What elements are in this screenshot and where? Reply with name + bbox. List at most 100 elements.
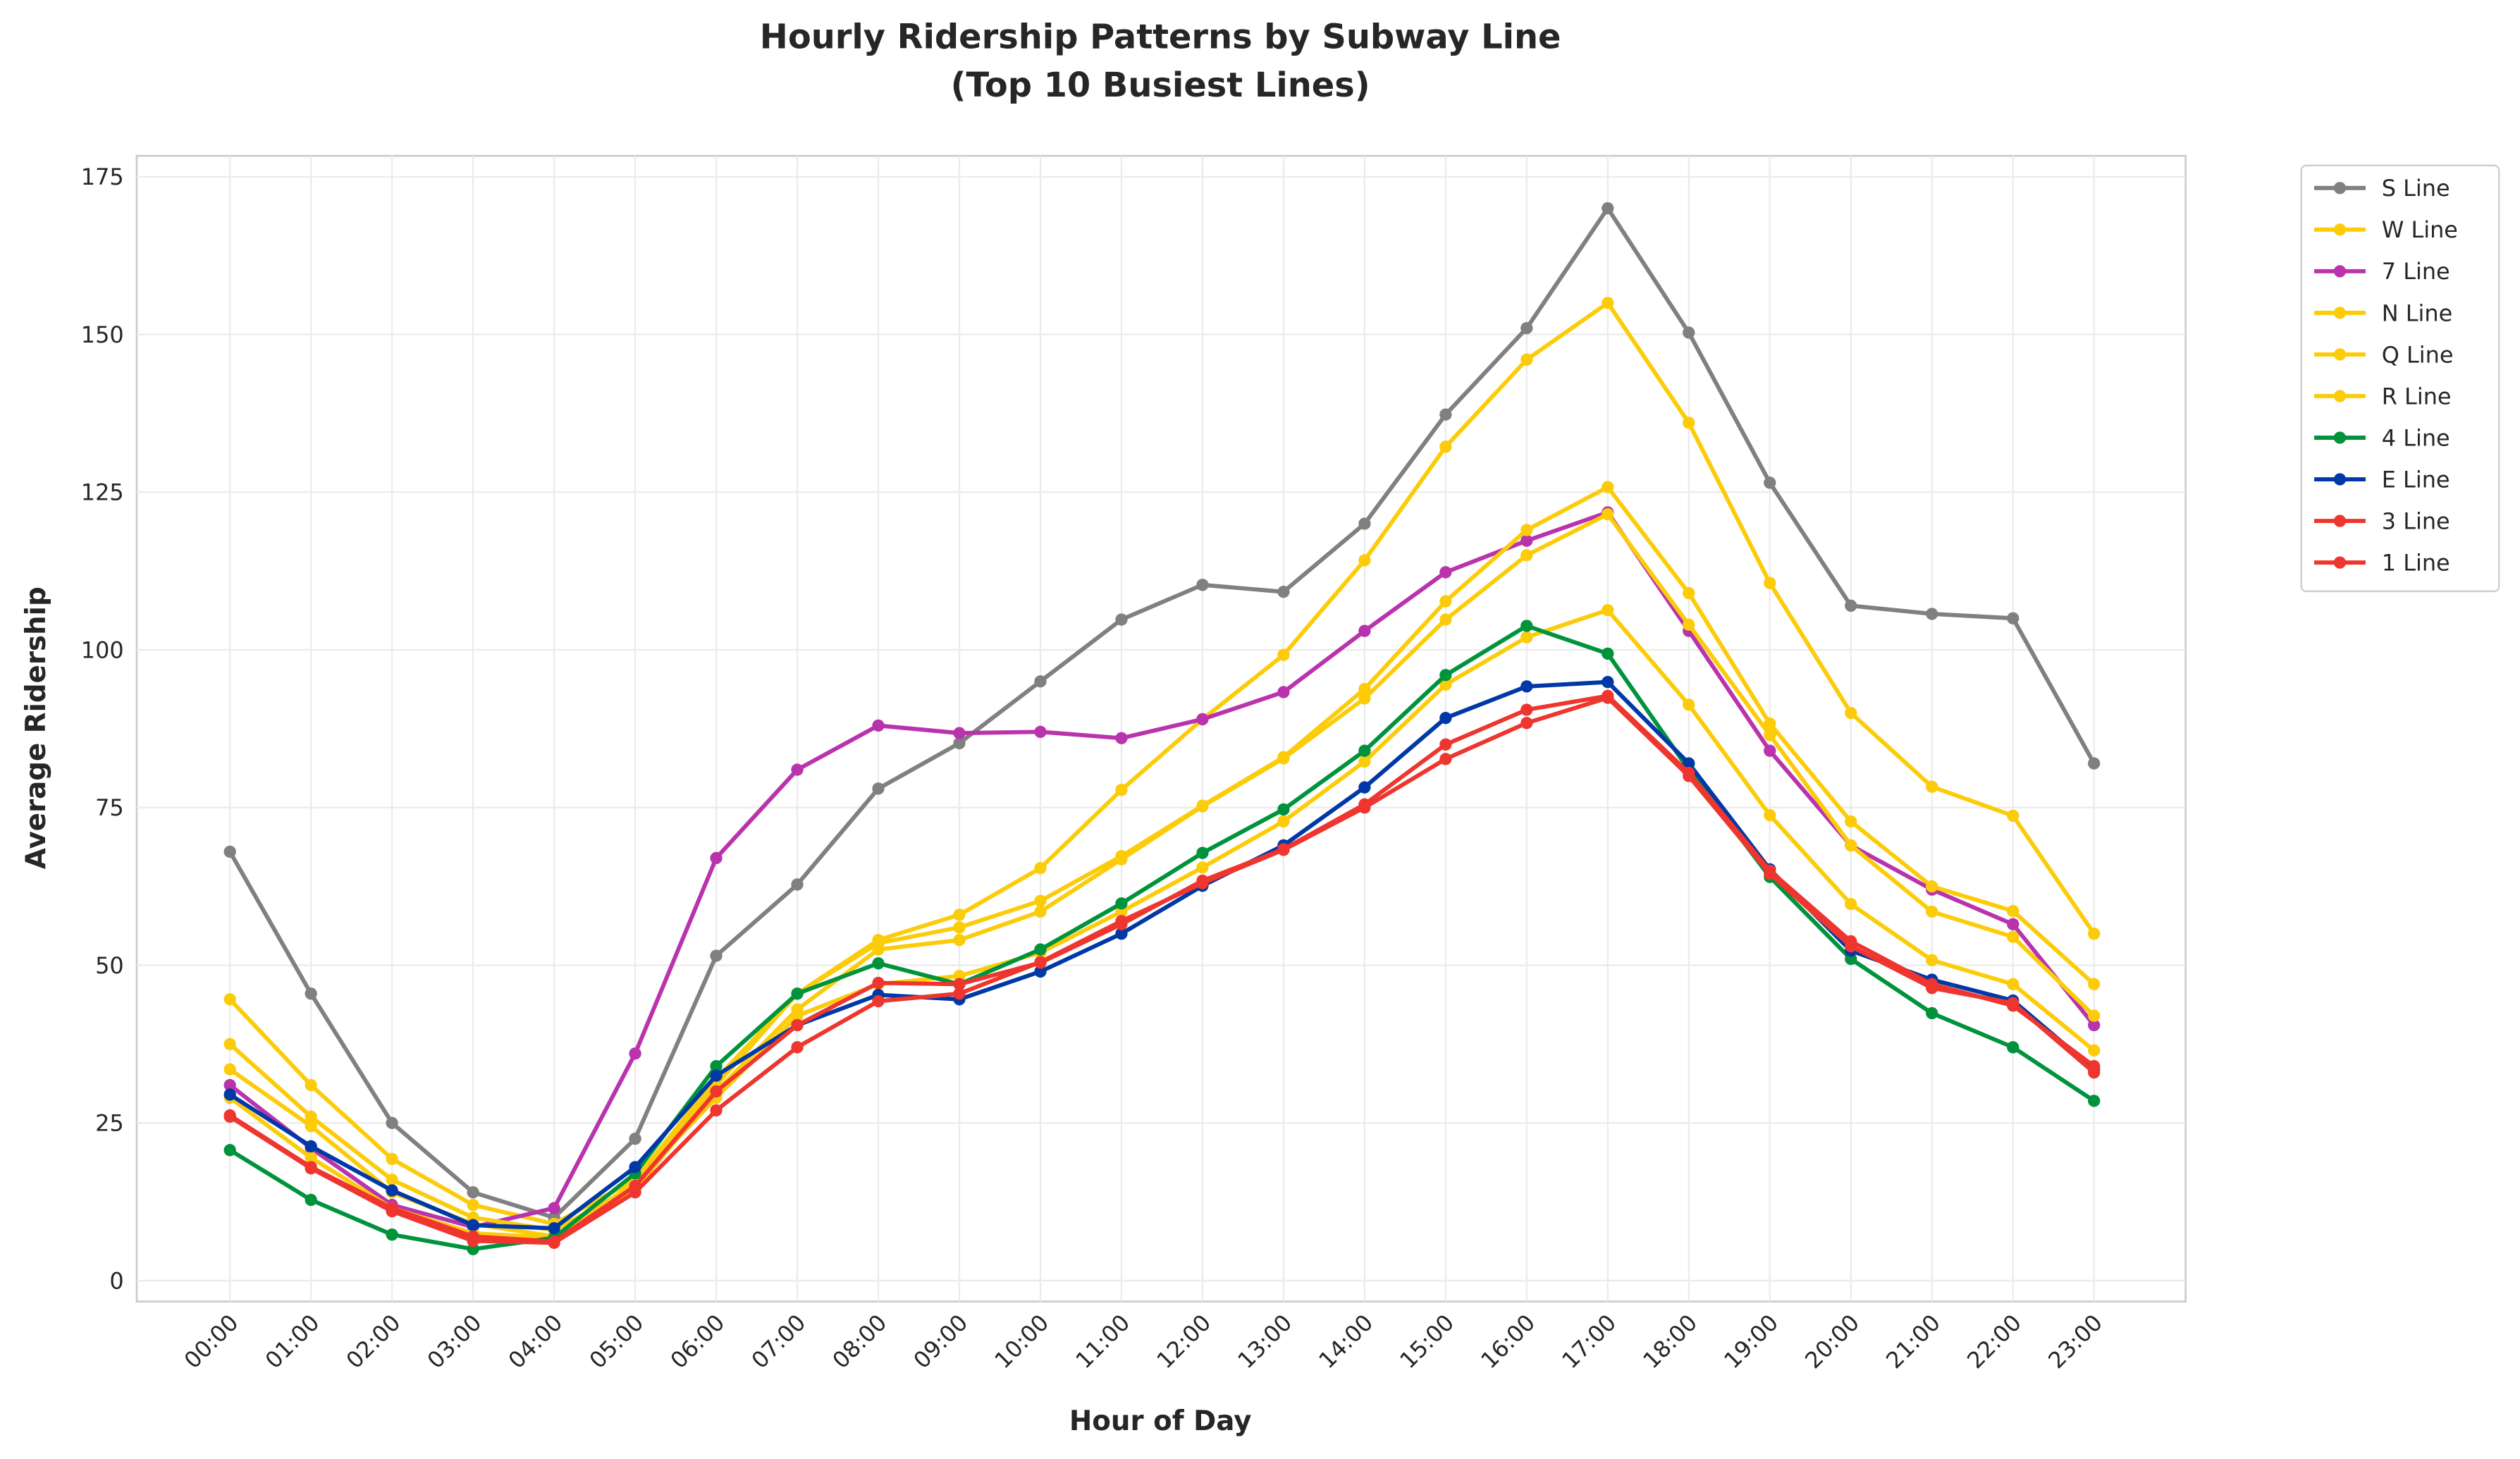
data-point <box>1520 680 1533 693</box>
data-point <box>223 993 236 1006</box>
series-line <box>228 512 2096 1239</box>
data-point <box>305 1110 317 1123</box>
data-point <box>1764 718 1776 730</box>
x-tick-label: 21:00 <box>1881 1309 1946 1374</box>
data-point <box>1602 675 1614 689</box>
y-tick-label: 125 <box>81 479 124 506</box>
data-point <box>305 1162 317 1175</box>
data-point <box>629 1132 641 1145</box>
data-point <box>1277 686 1290 698</box>
data-point <box>710 1085 723 1098</box>
legend-marker <box>2333 515 2347 527</box>
data-point <box>2088 1018 2101 1032</box>
data-point <box>386 1116 398 1129</box>
data-point <box>1602 202 1614 215</box>
x-tick-label: 11:00 <box>1070 1309 1135 1374</box>
data-point <box>1439 678 1452 691</box>
data-point <box>2088 757 2101 770</box>
data-point <box>305 987 317 1000</box>
data-point <box>1926 780 1938 793</box>
data-point <box>1034 965 1047 978</box>
data-point <box>2088 928 2101 940</box>
data-point <box>305 1193 317 1207</box>
x-tick-label: 06:00 <box>665 1309 730 1374</box>
legend-marker <box>2333 223 2347 236</box>
data-point <box>1520 534 1533 547</box>
legend-entry: E Line <box>2314 466 2450 493</box>
data-point <box>629 1161 641 1174</box>
series-lines <box>223 202 2101 1255</box>
data-point <box>2007 930 2020 943</box>
data-point <box>1926 982 1938 995</box>
series-1-line <box>223 691 2101 1249</box>
data-point <box>2088 978 2101 990</box>
data-point <box>1034 675 1047 688</box>
x-tick-label: 05:00 <box>584 1309 649 1374</box>
data-point <box>1683 770 1695 782</box>
data-point <box>1602 691 1614 704</box>
y-axis-ticks: 0 25 50 75 100 125 150 175 <box>81 164 124 1294</box>
data-point <box>1034 861 1047 875</box>
data-point <box>1115 732 1128 744</box>
data-point <box>2088 1066 2101 1079</box>
data-point <box>386 1228 398 1241</box>
data-point <box>1683 417 1695 429</box>
data-point <box>953 921 966 934</box>
data-point <box>1602 507 1614 521</box>
data-point <box>1764 729 1776 741</box>
data-point <box>872 976 885 990</box>
legend-label: Q Line <box>2382 341 2454 368</box>
x-tick-label: 04:00 <box>503 1309 568 1374</box>
data-point <box>386 1205 398 1218</box>
data-point <box>1277 844 1290 856</box>
data-point <box>1520 703 1533 716</box>
data-point <box>629 1186 641 1199</box>
data-point <box>1358 744 1371 757</box>
data-point <box>548 1222 560 1235</box>
data-point <box>1034 943 1047 956</box>
data-point <box>1196 861 1209 874</box>
data-point <box>1926 905 1938 918</box>
data-point <box>1196 713 1209 726</box>
data-point <box>2088 1044 2101 1057</box>
x-axis-label: Hour of Day <box>1069 1405 1252 1437</box>
data-point <box>953 727 966 739</box>
data-point <box>953 987 966 1000</box>
data-point <box>1439 595 1452 608</box>
data-point <box>1926 954 1938 966</box>
data-point <box>1358 554 1371 567</box>
x-tick-label: 14:00 <box>1313 1309 1378 1374</box>
x-tick-label: 22:00 <box>1962 1309 2027 1374</box>
data-point <box>1602 647 1614 660</box>
series-line <box>228 608 2096 1241</box>
data-point <box>953 737 966 750</box>
data-point <box>386 1174 398 1186</box>
data-point <box>791 987 804 1000</box>
data-point <box>791 1009 804 1022</box>
data-point <box>2088 1095 2101 1107</box>
data-point <box>1277 585 1290 598</box>
data-point <box>1358 682 1371 696</box>
data-point <box>1845 897 1857 911</box>
x-tick-label: 00:00 <box>179 1309 244 1374</box>
legend-entry: 3 Line <box>2314 507 2450 534</box>
data-point <box>305 1120 317 1133</box>
data-point <box>1358 517 1371 530</box>
data-point <box>872 943 885 956</box>
data-point <box>1845 599 1857 612</box>
data-point <box>386 1184 398 1197</box>
data-point <box>629 1047 641 1060</box>
data-point <box>1034 956 1047 968</box>
x-tick-label: 19:00 <box>1719 1309 1783 1374</box>
legend-label: W Line <box>2382 216 2458 243</box>
data-point <box>953 934 966 947</box>
legend-marker <box>2333 348 2347 361</box>
x-tick-label: 10:00 <box>989 1309 1054 1374</box>
data-point <box>1439 408 1452 421</box>
legend-marker <box>2333 182 2347 195</box>
data-point <box>1764 577 1776 589</box>
data-point <box>2007 612 2020 624</box>
data-point <box>1115 915 1128 928</box>
data-point <box>872 719 885 732</box>
data-point <box>1439 441 1452 453</box>
